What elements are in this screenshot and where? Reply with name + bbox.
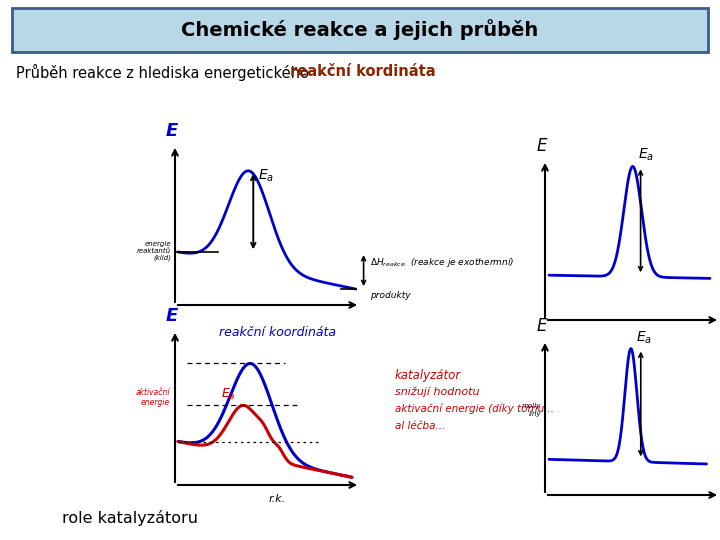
Text: produkty: produkty [369,291,410,300]
Text: $\Delta H_{reakce}$  (reakce je exothermní): $\Delta H_{reakce}$ (reakce je exothermn… [369,256,514,269]
Text: E: E [166,122,178,140]
Text: energie
reaktantů
(klid): energie reaktantů (klid) [137,241,171,261]
Text: Chemické reakce a jejich průběh: Chemické reakce a jejich průběh [181,19,539,40]
Text: role katalyzátoru: role katalyzátoru [62,510,198,526]
Text: E: E [536,137,547,155]
Text: $E_a$: $E_a$ [638,147,654,164]
Text: $E_a$: $E_a$ [220,387,235,402]
Text: reakční kordináta: reakční kordináta [290,64,436,79]
FancyBboxPatch shape [12,8,708,52]
Text: Průběh reakce z hlediska energetického  -: Průběh reakce z hlediska energetického - [16,64,328,80]
Text: reakční koordináta: reakční koordináta [219,327,336,340]
Text: E: E [536,317,547,335]
Text: aktivační
energie: aktivační energie [135,388,170,407]
Text: aktivační energie (díky tomu...: aktivační energie (díky tomu... [395,404,554,414]
Text: E: E [166,307,178,325]
Text: molly
líný: molly líný [522,403,541,417]
Text: katalyzátor: katalyzátor [395,368,462,381]
Text: r.k.: r.k. [268,494,285,504]
Text: $E_a$: $E_a$ [258,168,274,184]
Text: al léčba...: al léčba... [395,421,445,431]
Text: snižují hodnotu: snižují hodnotu [395,387,480,397]
Text: $E_a$: $E_a$ [636,329,652,346]
